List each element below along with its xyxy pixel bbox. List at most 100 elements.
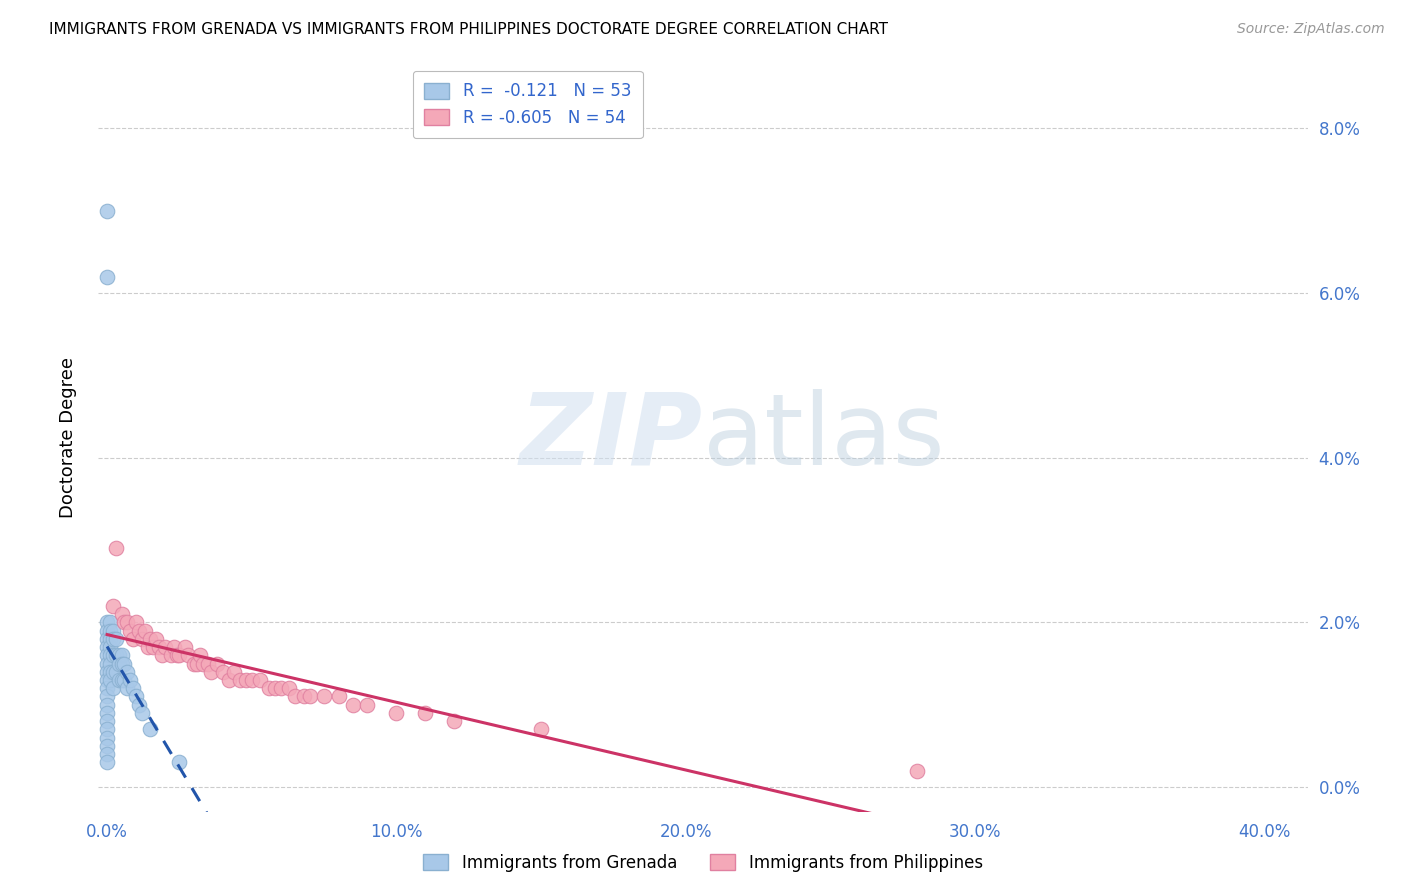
Point bbox=[142, 640, 165, 654]
Point bbox=[104, 648, 127, 663]
Point bbox=[96, 690, 118, 704]
Point bbox=[110, 648, 132, 663]
Point bbox=[117, 665, 139, 679]
Point bbox=[125, 690, 148, 704]
Point bbox=[122, 632, 145, 646]
Legend: R =  -0.121   N = 53, R = -0.605   N = 54: R = -0.121 N = 53, R = -0.605 N = 54 bbox=[412, 70, 643, 138]
Point bbox=[101, 681, 124, 696]
Point bbox=[107, 673, 129, 687]
Point bbox=[153, 640, 176, 654]
Point bbox=[96, 624, 118, 638]
Point bbox=[148, 640, 170, 654]
Point bbox=[98, 648, 121, 663]
Point bbox=[169, 756, 191, 770]
Point bbox=[139, 723, 162, 737]
Point bbox=[110, 607, 132, 621]
Point bbox=[114, 615, 136, 630]
Text: IMMIGRANTS FROM GRENADA VS IMMIGRANTS FROM PHILIPPINES DOCTORATE DEGREE CORRELAT: IMMIGRANTS FROM GRENADA VS IMMIGRANTS FR… bbox=[49, 22, 889, 37]
Point bbox=[96, 714, 118, 728]
Point bbox=[200, 665, 222, 679]
Point bbox=[270, 681, 292, 696]
Point bbox=[131, 632, 153, 646]
Point bbox=[101, 599, 124, 613]
Point bbox=[96, 632, 118, 646]
Point bbox=[224, 665, 246, 679]
Point bbox=[96, 640, 118, 654]
Point bbox=[174, 640, 197, 654]
Point bbox=[120, 673, 142, 687]
Point bbox=[342, 698, 364, 712]
Point bbox=[166, 648, 188, 663]
Point bbox=[292, 690, 315, 704]
Point bbox=[284, 690, 307, 704]
Point bbox=[229, 673, 252, 687]
Point bbox=[96, 698, 118, 712]
Point bbox=[104, 665, 127, 679]
Text: atlas: atlas bbox=[703, 389, 945, 485]
Point bbox=[125, 615, 148, 630]
Point bbox=[134, 624, 156, 638]
Point bbox=[114, 673, 136, 687]
Point bbox=[96, 681, 118, 696]
Point bbox=[136, 640, 159, 654]
Text: Source: ZipAtlas.com: Source: ZipAtlas.com bbox=[1237, 22, 1385, 37]
Point bbox=[218, 673, 240, 687]
Point bbox=[98, 624, 121, 638]
Point bbox=[117, 615, 139, 630]
Point bbox=[110, 673, 132, 687]
Point bbox=[139, 632, 162, 646]
Point bbox=[328, 690, 350, 704]
Point bbox=[98, 632, 121, 646]
Point bbox=[211, 665, 233, 679]
Point bbox=[312, 690, 335, 704]
Point bbox=[96, 731, 118, 745]
Point bbox=[98, 657, 121, 671]
Point bbox=[96, 739, 118, 753]
Point bbox=[249, 673, 271, 687]
Point bbox=[107, 657, 129, 671]
Point bbox=[145, 632, 167, 646]
Point bbox=[530, 723, 553, 737]
Point bbox=[96, 648, 118, 663]
Point bbox=[205, 657, 228, 671]
Point bbox=[101, 648, 124, 663]
Point bbox=[96, 756, 118, 770]
Point bbox=[356, 698, 378, 712]
Point bbox=[104, 541, 127, 556]
Point bbox=[235, 673, 257, 687]
Point bbox=[188, 648, 211, 663]
Point bbox=[98, 615, 121, 630]
Point bbox=[278, 681, 301, 696]
Point bbox=[240, 673, 263, 687]
Point bbox=[177, 648, 200, 663]
Point bbox=[96, 723, 118, 737]
Point bbox=[107, 648, 129, 663]
Point bbox=[128, 624, 150, 638]
Point bbox=[110, 657, 132, 671]
Point bbox=[120, 624, 142, 638]
Point bbox=[114, 657, 136, 671]
Point bbox=[443, 714, 465, 728]
Y-axis label: Doctorate Degree: Doctorate Degree bbox=[59, 357, 77, 517]
Point bbox=[96, 747, 118, 761]
Legend: Immigrants from Grenada, Immigrants from Philippines: Immigrants from Grenada, Immigrants from… bbox=[416, 847, 990, 879]
Point bbox=[162, 640, 184, 654]
Point bbox=[385, 706, 408, 720]
Point bbox=[117, 681, 139, 696]
Point bbox=[96, 203, 118, 218]
Point bbox=[905, 764, 928, 778]
Point bbox=[183, 657, 205, 671]
Text: ZIP: ZIP bbox=[520, 389, 703, 485]
Point bbox=[104, 632, 127, 646]
Point bbox=[98, 665, 121, 679]
Point bbox=[101, 632, 124, 646]
Point bbox=[197, 657, 219, 671]
Point bbox=[298, 690, 321, 704]
Point bbox=[98, 673, 121, 687]
Point bbox=[101, 624, 124, 638]
Point bbox=[131, 706, 153, 720]
Point bbox=[169, 648, 191, 663]
Point bbox=[128, 698, 150, 712]
Point bbox=[98, 640, 121, 654]
Point bbox=[264, 681, 287, 696]
